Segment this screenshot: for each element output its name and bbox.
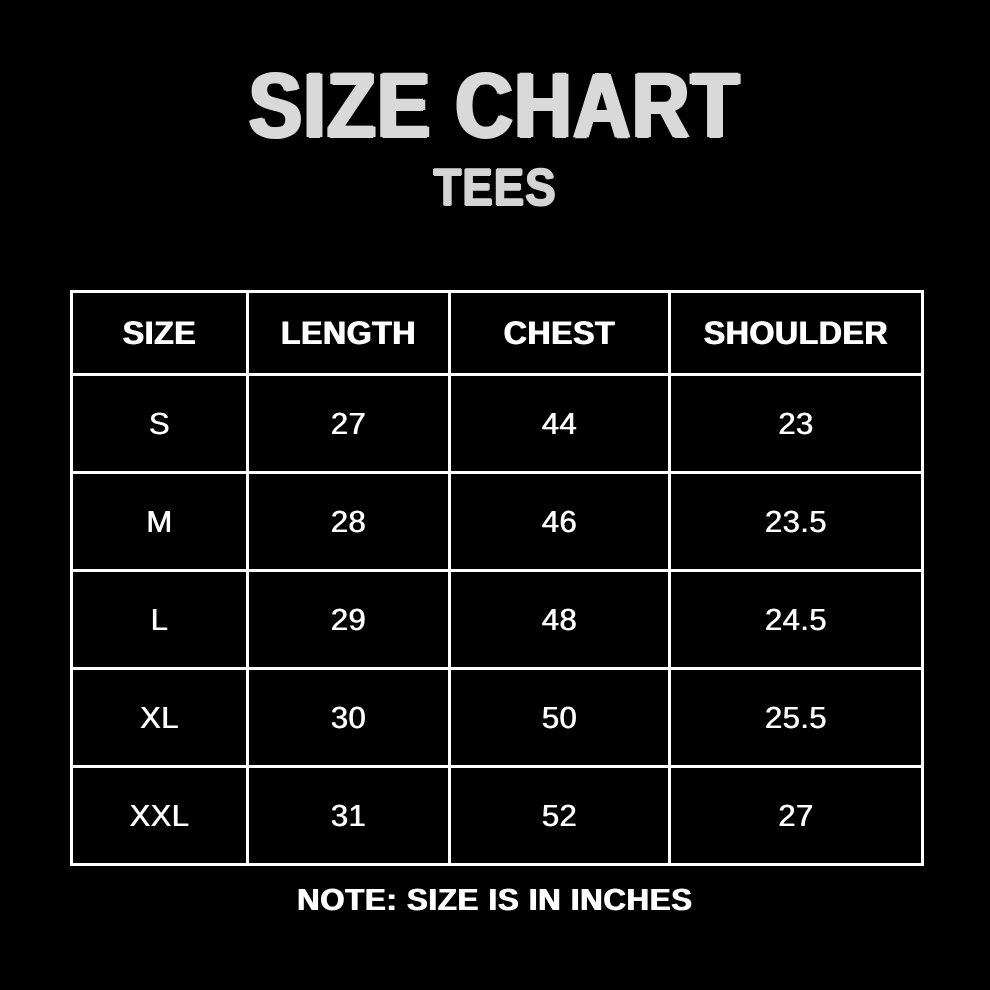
cell-shoulder: 25.5 (668, 667, 924, 768)
table-row: M 28 46 23.5 (70, 471, 924, 572)
column-header-length: LENGTH (246, 290, 451, 376)
table-header: SIZE LENGTH CHEST SHOULDER (70, 290, 924, 376)
size-chart-table: SIZE LENGTH CHEST SHOULDER S 27 44 23 M … (70, 290, 924, 866)
cell-chest: 50 (448, 667, 671, 768)
cell-shoulder: 23.5 (668, 471, 924, 572)
cell-length: 31 (246, 765, 451, 866)
cell-length: 27 (246, 373, 451, 474)
column-header-size: SIZE (70, 290, 249, 376)
cell-chest: 48 (448, 569, 671, 670)
table-header-row: SIZE LENGTH CHEST SHOULDER (70, 290, 924, 376)
note-text: NOTE: SIZE IS IN INCHES (297, 882, 693, 917)
cell-chest: 52 (448, 765, 671, 866)
table-row: XXL 31 52 27 (70, 765, 924, 866)
cell-chest: 44 (448, 373, 671, 474)
page-title: SIZE CHART (249, 55, 741, 157)
cell-size: XXL (70, 765, 249, 866)
cell-size: M (70, 471, 249, 572)
cell-length: 30 (246, 667, 451, 768)
cell-shoulder: 24.5 (668, 569, 924, 670)
table-row: L 29 48 24.5 (70, 569, 924, 670)
table-body: S 27 44 23 M 28 46 23.5 L 29 48 24.5 XL … (70, 373, 924, 866)
cell-size: L (70, 569, 249, 670)
title-block: SIZE CHART TEES (0, 55, 990, 218)
column-header-shoulder: SHOULDER (668, 290, 924, 376)
cell-chest: 46 (448, 471, 671, 572)
table-row: XL 30 50 25.5 (70, 667, 924, 768)
column-header-chest: CHEST (448, 290, 671, 376)
cell-size: XL (70, 667, 249, 768)
page-subtitle: TEES (433, 159, 557, 218)
table-row: S 27 44 23 (70, 373, 924, 474)
cell-shoulder: 27 (668, 765, 924, 866)
cell-length: 29 (246, 569, 451, 670)
cell-shoulder: 23 (668, 373, 924, 474)
cell-size: S (70, 373, 249, 474)
cell-length: 28 (246, 471, 451, 572)
